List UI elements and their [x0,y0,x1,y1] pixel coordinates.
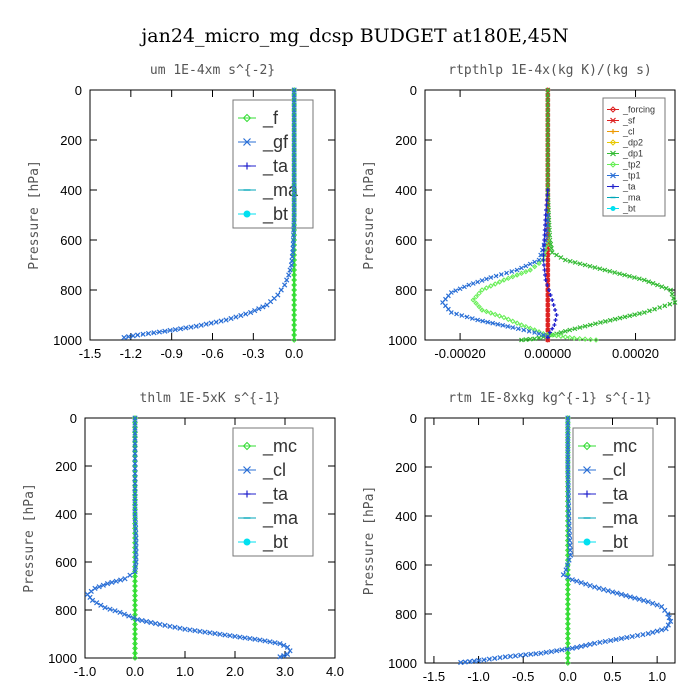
x-tick-label: -0.5 [512,669,534,684]
series-line [521,90,676,341]
legend: _forcing_sf_cl_dp2_dp1_tp2_tp1_ta_ma_bt [602,97,666,217]
y-tick-label: 200 [395,133,417,148]
x-tick-label: -1.5 [79,346,101,361]
y-tick-label: 800 [55,603,77,618]
x-tick-label: -1.0 [467,669,489,684]
legend-label: _sf [622,116,636,126]
y-axis-label: Pressure [hPa] [27,160,42,270]
x-tick-label: -1.0 [74,664,96,679]
y-axis-label: Pressure [hPa] [362,486,377,596]
x-tick-label: 0.0 [126,664,144,679]
y-tick-label: 400 [395,183,417,198]
legend-label: _ma [622,193,641,203]
legend: _mc _cl _ta _ma _bt [572,427,654,557]
chart-panel-1: um 1E-4xm s^{-2} Pressure [hPa] 0 200 400 600… [27,63,336,361]
y-tick-label: 800 [60,283,82,298]
panel-title: rtm 1E-8xkg kg^{-1} s^{-1} [448,391,652,406]
panel-title: rtpthlp 1E-4x(kg K)/(kg s) [448,63,652,78]
chart-panel-4: rtm 1E-8xkg kg^{-1} s^{-1} Pressure [hPa]… [362,391,676,684]
legend-label: _ta [622,182,636,192]
x-tick-label: -1.2 [120,346,142,361]
legend: _mc _cl _ta _ma _bt [232,427,314,557]
series-tp1 [440,212,551,339]
legend-label: _bt [262,532,288,553]
legend-label: _bt [262,204,288,225]
series-cl [84,415,293,660]
legend-label: _dp1 [622,149,643,159]
y-tick-label: 600 [55,555,77,570]
legend-label: _mc [602,436,637,457]
x-tick-label: 4.0 [326,664,344,679]
y-tick-label: 600 [395,233,417,248]
x-tick-label: 2.0 [226,664,244,679]
chart-panel-2: rtpthlp 1E-4x(kg K)/(kg s) Pressure [hPa]… [362,63,678,361]
legend-label: _gf [262,132,289,153]
x-tick-label: -0.9 [160,346,182,361]
legend-label: _ma [602,508,639,529]
legend-box [602,97,666,217]
y-tick-label: 200 [55,459,77,474]
series-gf [121,87,297,341]
x-tick-label: 0.0 [559,669,577,684]
y-tick-label: 200 [60,133,82,148]
y-tick-label: 200 [395,460,417,475]
y-tick-label: 1000 [388,656,417,671]
y-tick-label: 1000 [48,651,77,666]
plot-frame [424,417,676,664]
y-tick-label: 400 [60,183,82,198]
y-tick-label: 800 [395,283,417,298]
y-tick-label: 800 [395,607,417,622]
x-tick-label: 0.00020 [612,346,659,361]
x-tick-label: 0.5 [603,669,621,684]
y-tick-label: 600 [60,233,82,248]
x-tick-label: 1.0 [648,669,666,684]
legend: _f _gf _ta _ma _bt [232,99,314,229]
legend-label: _bt [602,532,628,553]
x-tick-label: 1.0 [176,664,194,679]
y-tick-label: 600 [395,558,417,573]
legend-label: _ta [262,156,289,177]
legend-label: _cl [622,127,635,137]
series-ta [541,188,559,340]
y-tick-label: 1000 [53,333,82,348]
legend-label: _ma [262,508,299,529]
y-tick-label: 0 [410,411,417,426]
legend-label: _cl [602,460,626,481]
legend-label: _dp2 [622,138,643,148]
y-tick-label: 400 [55,507,77,522]
x-tick-label: -1.5 [423,669,445,684]
legend-label: _ma [262,180,299,201]
y-tick-label: 1000 [388,333,417,348]
y-tick-label: 0 [410,83,417,98]
series-cl [458,415,674,666]
x-tick-label: -0.3 [242,346,264,361]
figure-title: jan24_micro_mg_dcsp BUDGET at180E,45N [139,25,568,47]
x-tick-label: 0.00000 [524,346,571,361]
legend-label: _ta [602,484,629,505]
legend-label: _tp2 [622,160,641,170]
legend-label: _cl [262,460,286,481]
y-tick-label: 0 [75,83,82,98]
y-axis-label: Pressure [hPa] [22,483,37,593]
y-axis-label: Pressure [hPa] [362,160,377,270]
legend-label: _ta [262,484,289,505]
panel-title: thlm 1E-5xK s^{-1} [140,391,281,406]
x-tick-label: 3.0 [276,664,294,679]
legend-label: _forcing [622,105,655,115]
x-tick-label: 0.0 [285,346,303,361]
legend-label: _f [262,108,279,129]
plot-frame [84,417,336,659]
x-tick-label: -0.6 [201,346,223,361]
panel-title: um 1E-4xm s^{-2} [150,63,275,78]
x-tick-label: -0.00020 [434,346,485,361]
legend-label: _bt [622,204,636,214]
y-tick-label: 0 [70,411,77,426]
chart-panel-3: thlm 1E-5xK s^{-1} Pressure [hPa] 0 200 400 6… [22,391,344,679]
legend-label: _tp1 [622,171,641,181]
legend-label: _mc [262,436,297,457]
y-tick-label: 400 [395,509,417,524]
